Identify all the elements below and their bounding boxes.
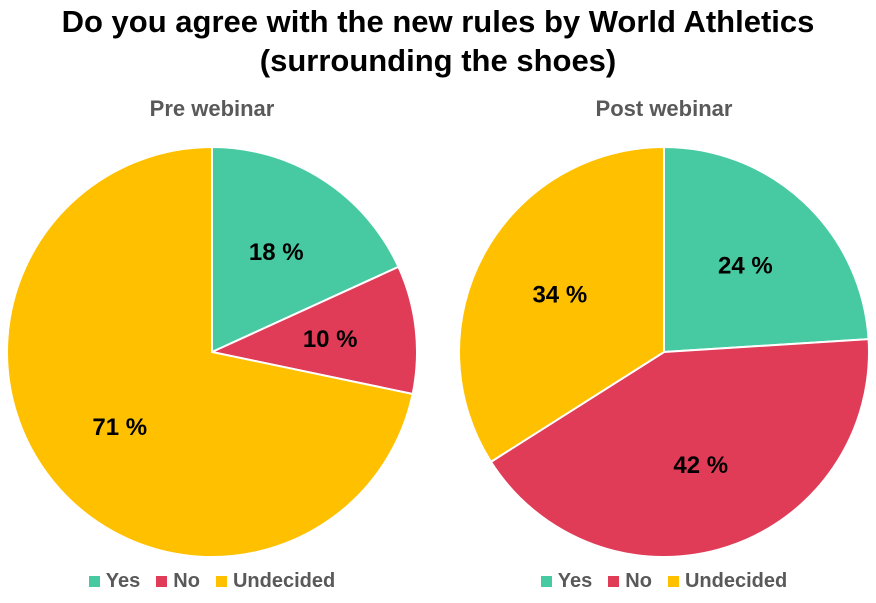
legend-item-no: No — [608, 570, 652, 593]
legend-swatch-no — [156, 576, 168, 587]
legend-swatch-yes — [88, 576, 100, 587]
pie-slice-yes-post — [663, 145, 870, 354]
pie-slice-undecided-post — [458, 145, 665, 464]
slice-label-no-pre: 10 % — [303, 326, 358, 353]
legend-item-undecided: Undecided — [667, 570, 788, 593]
legend-swatch-undecided — [667, 576, 679, 587]
slice-label-no-post: 42 % — [673, 452, 728, 479]
legend-swatch-no — [608, 576, 620, 587]
legend-post: Yes No Undecided — [454, 570, 874, 593]
pie-slice-no-post — [489, 338, 870, 558]
pie-slice-yes-pre — [211, 145, 400, 354]
slice-label-yes-pre: 18 % — [249, 239, 304, 266]
legend-label-undecided: Undecided — [684, 570, 788, 592]
legend-label-no: No — [625, 570, 652, 592]
pie-chart-pre-webinar: Pre webinar 18 % 10 % 71 % Yes No Undecide… — [2, 96, 422, 596]
slice-label-undecided-post: 34 % — [532, 282, 587, 309]
legend-label-yes: Yes — [557, 570, 593, 592]
chart-title: Do you agree with the new rules by World… — [61, 4, 815, 78]
pie-slice-undecided-pre — [6, 145, 414, 558]
legend-swatch-undecided — [215, 576, 227, 587]
legend-label-yes: Yes — [105, 570, 141, 592]
legend-pre: Yes No Undecided — [2, 570, 422, 593]
slice-label-yes-post: 24 % — [718, 252, 773, 279]
legend-label-no: No — [173, 570, 200, 592]
legend-item-yes: Yes — [540, 570, 593, 593]
legend-swatch-yes — [540, 576, 552, 587]
legend-item-undecided: Undecided — [215, 570, 336, 593]
pie-svg-post: 24 % 42 % 34 % — [458, 145, 870, 558]
legend-item-yes: Yes — [88, 570, 141, 593]
legend-item-no: No — [156, 570, 200, 593]
pie-chart-post-webinar: Post webinar 24 % 42 % 34 % Yes No Undecid… — [454, 96, 874, 596]
pie-subtitle-post: Post webinar — [595, 96, 733, 121]
pie-svg-pre: 18 % 10 % 71 % — [6, 145, 418, 558]
slice-label-undecided-pre: 71 % — [92, 414, 147, 441]
legend-label-undecided: Undecided — [232, 570, 336, 592]
pie-subtitle-pre: Pre webinar — [149, 96, 275, 121]
